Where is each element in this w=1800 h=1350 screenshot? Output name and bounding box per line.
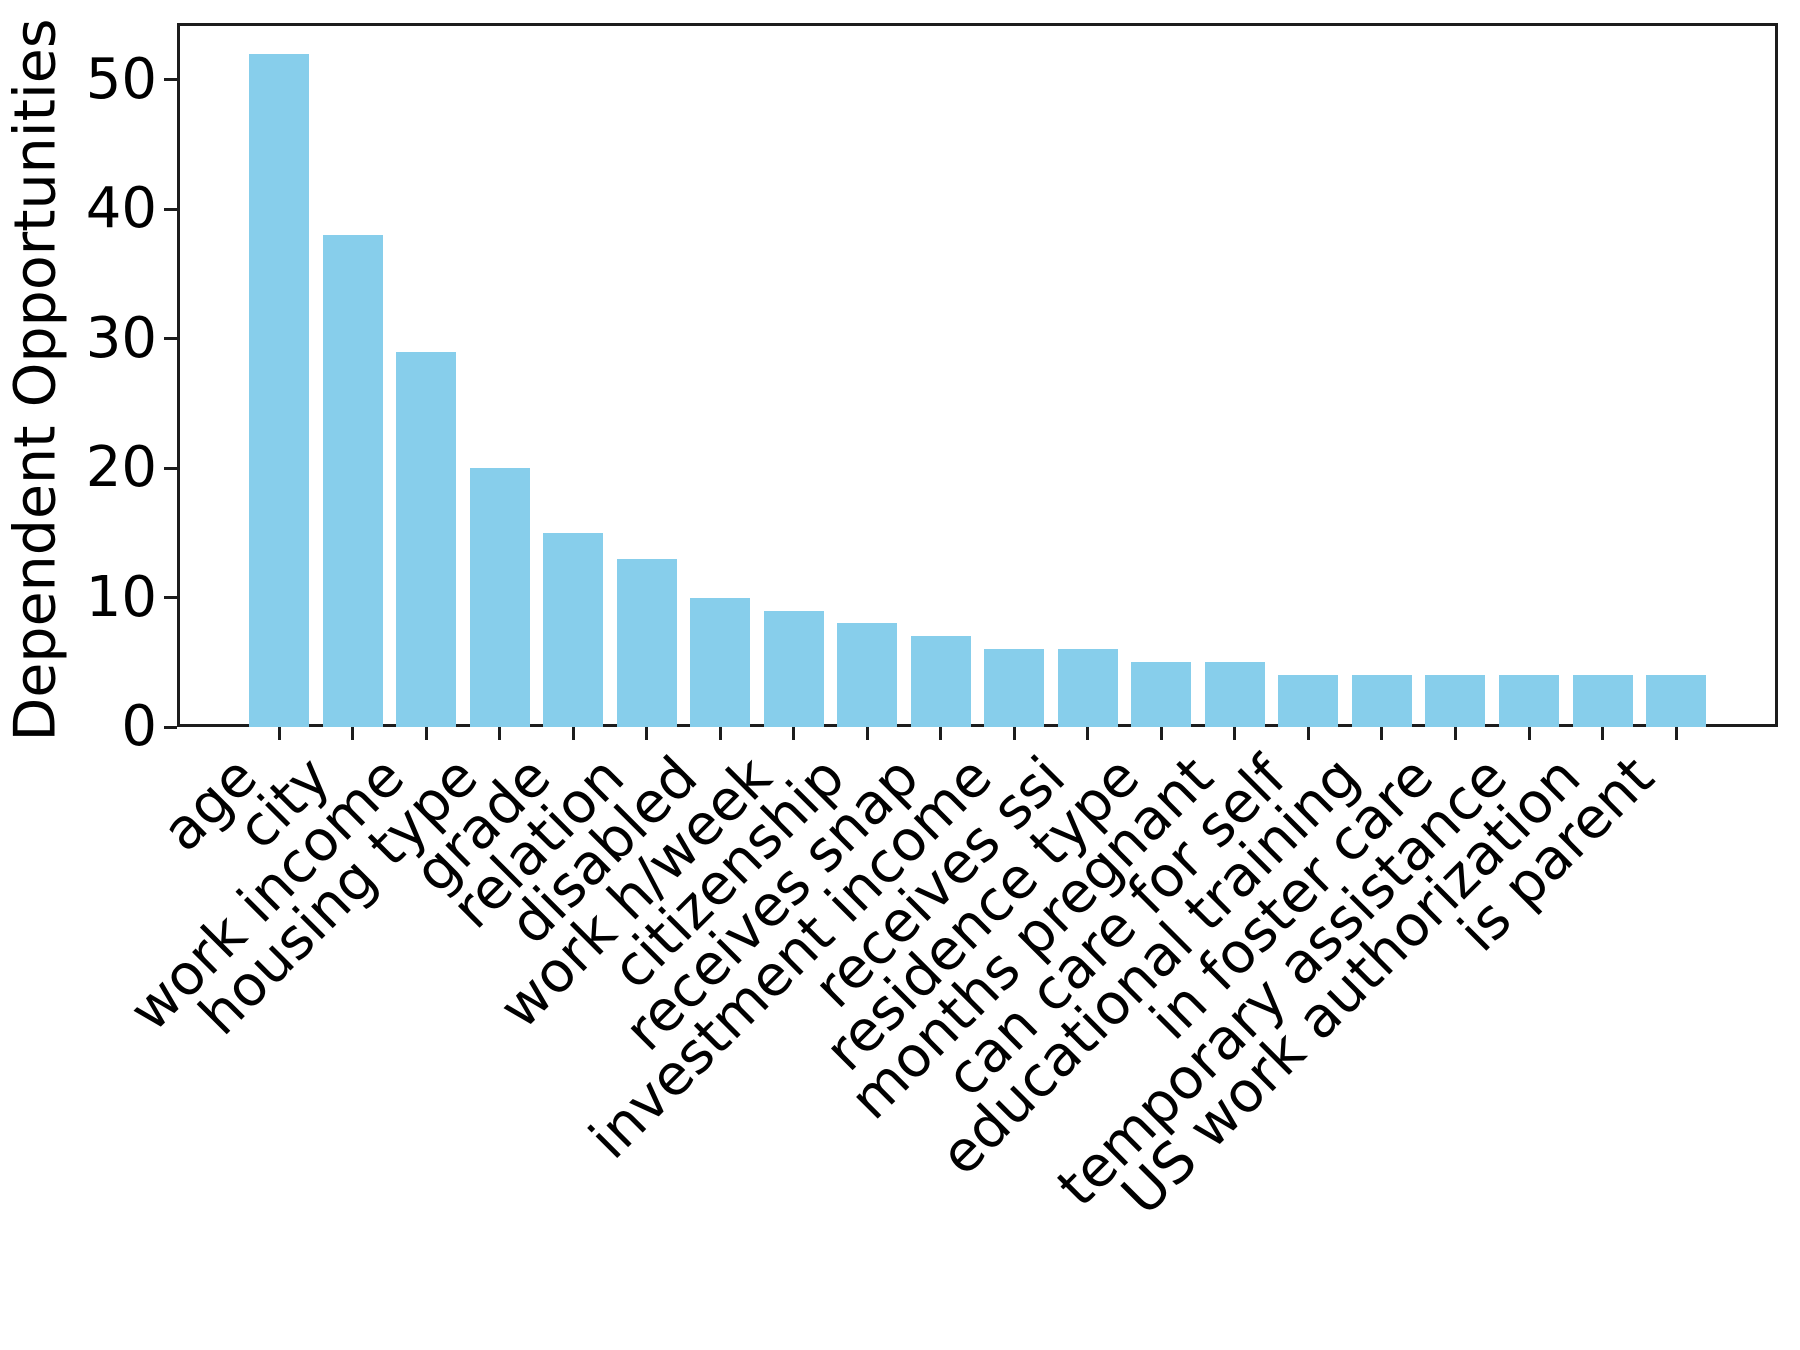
x-tick-mark	[1233, 727, 1237, 740]
x-tick-mark	[1306, 727, 1310, 740]
bar-receives-ssi	[1057, 649, 1118, 727]
bar-housing-type	[469, 468, 530, 727]
bar-age	[249, 54, 309, 727]
x-tick-mark	[351, 727, 355, 740]
bar-work-h-week	[763, 610, 824, 727]
bar-relation	[616, 558, 677, 727]
bar-city	[322, 235, 383, 727]
y-tick-mark	[164, 337, 177, 341]
x-tick-mark	[939, 727, 943, 740]
x-tick-mark	[718, 727, 722, 740]
y-tick-mark	[164, 78, 177, 82]
y-tick-label: 40	[85, 176, 157, 242]
bar-residence-type	[1131, 662, 1192, 727]
x-tick-mark	[792, 727, 796, 740]
bar-citizenship	[837, 623, 898, 727]
bar-can-care-for-self	[1278, 675, 1339, 727]
bar-receives-snap	[910, 636, 971, 727]
bar-is-parent	[1646, 675, 1707, 727]
y-tick-mark	[164, 207, 177, 211]
bar-disabled	[690, 597, 751, 727]
x-tick-mark	[1159, 727, 1163, 740]
x-tick-mark	[1527, 727, 1531, 740]
bar-work-income	[396, 351, 457, 727]
x-tick-mark	[1380, 727, 1384, 740]
bar-educational-training	[1351, 675, 1412, 727]
x-tick-mark	[1601, 727, 1605, 740]
y-tick-label: 0	[121, 694, 157, 759]
y-tick-mark	[164, 596, 177, 600]
x-tick-mark	[498, 727, 502, 740]
bar-grade	[543, 532, 604, 727]
bar-us-work-authorization	[1572, 675, 1633, 727]
x-tick-mark	[865, 727, 869, 740]
bar-months-pregnant	[1204, 662, 1265, 727]
x-tick-mark	[571, 727, 575, 740]
x-tick-mark	[1012, 727, 1016, 740]
y-tick-label: 30	[85, 305, 157, 371]
bar-in-foster-care	[1425, 675, 1486, 727]
bar-investment-income	[984, 649, 1045, 727]
x-tick-mark	[1086, 727, 1090, 740]
x-tick-mark	[424, 727, 428, 740]
x-tick-mark	[277, 727, 281, 740]
y-axis-label: Dependent Opportunities	[2, 18, 69, 742]
y-tick-label: 20	[85, 435, 157, 501]
x-tick-mark	[645, 727, 649, 740]
y-tick-mark	[164, 725, 177, 729]
y-tick-label: 50	[85, 46, 157, 112]
x-tick-mark	[1674, 727, 1678, 740]
x-tick-mark	[1453, 727, 1457, 740]
bar-temporary-assistance	[1499, 675, 1559, 727]
y-tick-mark	[164, 466, 177, 470]
y-tick-label: 10	[85, 564, 157, 630]
